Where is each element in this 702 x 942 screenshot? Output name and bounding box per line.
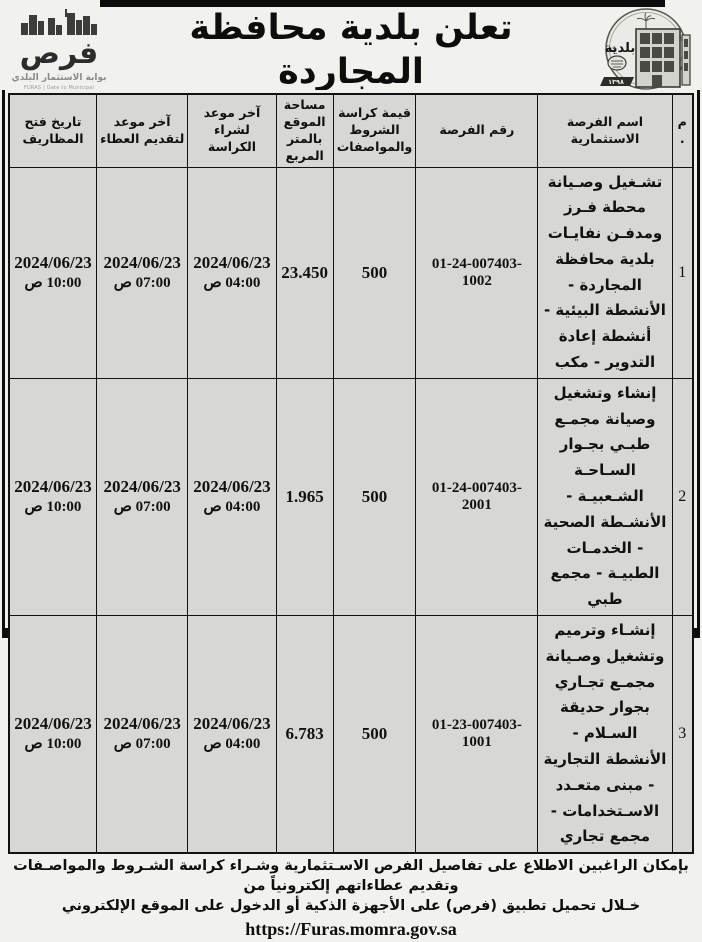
buy-deadline: 2024/06/23 04:00 ص — [187, 166, 277, 379]
buy-date: 2024/06/23 — [193, 477, 271, 497]
seal-year: ١٣٩٨ — [608, 78, 624, 86]
buy-time: 04:00 ص — [203, 736, 261, 753]
opening-date: 2024/06/23 10:00 ص — [8, 377, 97, 617]
header-number: رقم الفرصة — [415, 93, 539, 168]
buy-deadline: 2024/06/23 04:00 ص — [187, 377, 277, 617]
opportunity-name: تشـغيل وصـيانة محطة فـرز ومدفـن نفايـات … — [537, 166, 673, 379]
ad-frame: م . اسم الفرصة الاستثمارية رقم الفرصة قي… — [2, 90, 700, 939]
booklet-value: 500 — [332, 377, 417, 617]
furas-wordmark: فرص — [19, 36, 99, 71]
open-time: 10:00 ص — [24, 736, 82, 753]
municipality-seal-icon: وزارة الشئون البلدية والقروية — [586, 2, 700, 95]
footer-line2: خـلال تحميل تطبيق (فرص) على الأجهزة الذك… — [8, 896, 694, 941]
open-time: 10:00 ص — [24, 499, 82, 516]
table-row: 3 إنشـاء وترميم وتشغيل وصـيانة مجمـع تجـ… — [8, 615, 694, 854]
row-no: 3 — [671, 615, 694, 854]
buy-time: 04:00 ص — [203, 499, 261, 516]
footer-line1: بإمكان الراغبين الاطلاع على تفاصيل الفرص… — [13, 858, 689, 894]
row-no: 2 — [671, 377, 694, 617]
furas-skyline-icon — [8, 9, 110, 39]
site-area: 23.450 — [275, 166, 334, 379]
buy-date: 2024/06/23 — [193, 252, 271, 272]
bid-time: 07:00 ص — [113, 736, 171, 753]
opportunity-name: إنشـاء وترميم وتشغيل وصـيانة مجمـع تجـار… — [537, 615, 673, 854]
bid-time: 07:00 ص — [113, 274, 171, 291]
opportunity-number: 01-24-007403-1002 — [415, 166, 539, 379]
header-booklet-value: قيمة كراسة الشروط والمواصفات — [332, 93, 417, 168]
buy-date: 2024/06/23 — [193, 714, 271, 734]
seal-label: بلدية — [605, 41, 635, 56]
site-area: 1.965 — [275, 377, 334, 617]
furas-logo: فرص بوابة الاستثمار البلدي FURAS | Gate … — [8, 9, 110, 97]
open-date: 2024/06/23 — [14, 714, 92, 734]
bid-deadline: 2024/06/23 07:00 ص — [95, 377, 189, 617]
opportunity-number: 01-23-007403-1001 — [415, 615, 539, 854]
furas-tagline-arabic: بوابة الاستثمار البلدي — [11, 73, 107, 83]
footer-line2-text: خـلال تحميل تطبيق (فرص) على الأجهزة الذك… — [61, 898, 641, 915]
bid-date: 2024/06/23 — [103, 714, 181, 734]
open-time: 10:00 ص — [24, 274, 82, 291]
masthead: فرص بوابة الاستثمار البلدي FURAS | Gate … — [0, 2, 702, 146]
header-opening-date: تاريخ فتح المظاريف — [8, 93, 97, 168]
header-bid-deadline: آخر موعد لتقديم العطاء — [95, 93, 189, 168]
bid-time: 07:00 ص — [113, 499, 171, 516]
header-name: اسم الفرصة الاستثمارية — [537, 93, 673, 168]
ad-main-title: تعلن بلدية محافظة المجاردة — [189, 8, 513, 92]
table-header-row: م . اسم الفرصة الاستثمارية رقم الفرصة قي… — [8, 93, 694, 168]
furas-website-url: https://Furas.momra.gov.sa — [245, 918, 457, 939]
open-date: 2024/06/23 — [14, 477, 92, 497]
opening-date: 2024/06/23 10:00 ص — [8, 615, 97, 854]
buy-time: 04:00 ص — [203, 274, 261, 291]
site-area: 6.783 — [275, 615, 334, 854]
bid-deadline: 2024/06/23 07:00 ص — [95, 615, 189, 854]
buy-deadline: 2024/06/23 04:00 ص — [187, 615, 277, 854]
bid-deadline: 2024/06/23 07:00 ص — [95, 166, 189, 379]
bid-date: 2024/06/23 — [103, 252, 181, 272]
open-date: 2024/06/23 — [14, 252, 92, 272]
opportunity-number: 01-24-007403-2001 — [415, 377, 539, 617]
opportunity-name: إنشاء وتشغيل وصيانة مجمـع طبـي بجـوار ال… — [537, 377, 673, 617]
header-no: م . — [671, 93, 694, 168]
bid-date: 2024/06/23 — [103, 477, 181, 497]
opening-date: 2024/06/23 10:00 ص — [8, 166, 97, 379]
table-row: 2 إنشاء وتشغيل وصيانة مجمـع طبـي بجـوار … — [8, 377, 694, 617]
footer-note: بإمكان الراغبين الاطلاع على تفاصيل الفرص… — [8, 854, 694, 938]
top-rule-divider — [100, 0, 665, 7]
header-buy-deadline: آخر موعد لشراء الكراسة — [187, 93, 277, 168]
booklet-value: 500 — [332, 166, 417, 379]
row-no: 1 — [671, 166, 694, 379]
table-row: 1 تشـغيل وصـيانة محطة فـرز ومدفـن نفايـا… — [8, 166, 694, 379]
header-area: مساحة الموقع بالمتر المربع — [275, 93, 334, 168]
opportunities-table: م . اسم الفرصة الاستثمارية رقم الفرصة قي… — [8, 93, 694, 855]
booklet-value: 500 — [332, 615, 417, 854]
